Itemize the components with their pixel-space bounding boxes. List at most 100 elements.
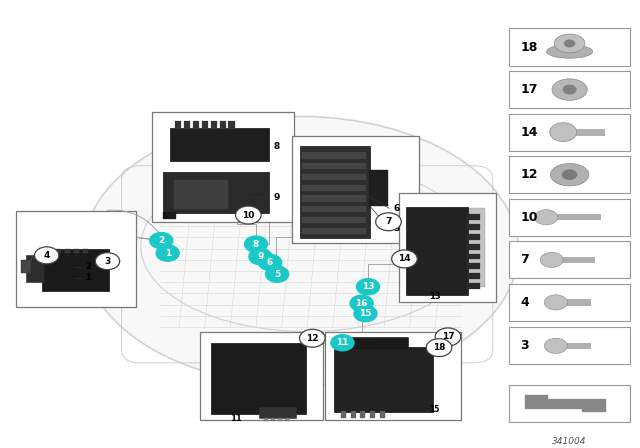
Circle shape bbox=[350, 295, 373, 311]
Circle shape bbox=[300, 329, 325, 347]
FancyBboxPatch shape bbox=[300, 146, 370, 238]
Text: 11: 11 bbox=[336, 338, 349, 347]
Text: 3: 3 bbox=[104, 257, 111, 266]
FancyBboxPatch shape bbox=[211, 343, 306, 414]
Circle shape bbox=[95, 253, 120, 270]
Text: 11: 11 bbox=[230, 414, 242, 423]
FancyBboxPatch shape bbox=[152, 112, 294, 222]
FancyBboxPatch shape bbox=[163, 212, 176, 219]
Text: 7: 7 bbox=[520, 253, 529, 267]
FancyBboxPatch shape bbox=[360, 411, 365, 418]
Ellipse shape bbox=[545, 338, 568, 353]
Text: 7: 7 bbox=[385, 217, 392, 226]
FancyBboxPatch shape bbox=[302, 185, 366, 191]
FancyBboxPatch shape bbox=[47, 249, 52, 253]
Ellipse shape bbox=[83, 116, 518, 385]
FancyBboxPatch shape bbox=[325, 332, 461, 420]
Ellipse shape bbox=[545, 295, 568, 310]
Circle shape bbox=[266, 266, 289, 282]
FancyBboxPatch shape bbox=[556, 299, 591, 306]
FancyBboxPatch shape bbox=[228, 121, 235, 129]
Text: 5: 5 bbox=[394, 224, 400, 233]
Circle shape bbox=[150, 233, 173, 249]
FancyBboxPatch shape bbox=[278, 418, 282, 421]
Text: 9: 9 bbox=[257, 252, 264, 261]
Text: 10: 10 bbox=[520, 211, 538, 224]
FancyBboxPatch shape bbox=[302, 217, 366, 223]
FancyBboxPatch shape bbox=[56, 249, 61, 253]
FancyBboxPatch shape bbox=[220, 121, 226, 129]
Text: 16: 16 bbox=[355, 299, 368, 308]
Text: 12: 12 bbox=[306, 334, 319, 343]
Text: 14: 14 bbox=[520, 125, 538, 139]
FancyBboxPatch shape bbox=[509, 114, 630, 151]
FancyBboxPatch shape bbox=[556, 343, 591, 349]
Ellipse shape bbox=[535, 210, 558, 225]
Circle shape bbox=[356, 279, 380, 295]
FancyBboxPatch shape bbox=[467, 244, 480, 250]
FancyBboxPatch shape bbox=[467, 234, 480, 240]
FancyBboxPatch shape bbox=[552, 257, 595, 263]
Text: 15: 15 bbox=[429, 405, 439, 414]
FancyBboxPatch shape bbox=[334, 347, 433, 412]
FancyBboxPatch shape bbox=[302, 195, 366, 202]
FancyBboxPatch shape bbox=[175, 121, 181, 129]
FancyBboxPatch shape bbox=[341, 411, 346, 418]
Text: 8: 8 bbox=[253, 240, 259, 249]
FancyBboxPatch shape bbox=[302, 228, 366, 234]
Circle shape bbox=[236, 206, 261, 224]
FancyBboxPatch shape bbox=[509, 156, 630, 194]
FancyBboxPatch shape bbox=[170, 128, 269, 161]
FancyBboxPatch shape bbox=[509, 384, 630, 422]
Text: 1: 1 bbox=[85, 273, 92, 282]
Circle shape bbox=[35, 247, 59, 264]
FancyBboxPatch shape bbox=[399, 193, 496, 302]
Text: 341004: 341004 bbox=[552, 437, 587, 446]
FancyBboxPatch shape bbox=[302, 174, 366, 180]
Circle shape bbox=[331, 335, 354, 351]
FancyBboxPatch shape bbox=[211, 121, 217, 129]
Text: 13: 13 bbox=[362, 282, 374, 291]
FancyBboxPatch shape bbox=[509, 71, 630, 108]
Polygon shape bbox=[525, 395, 605, 411]
FancyBboxPatch shape bbox=[244, 212, 257, 219]
FancyBboxPatch shape bbox=[193, 121, 199, 129]
Ellipse shape bbox=[564, 39, 575, 47]
Ellipse shape bbox=[540, 252, 563, 267]
FancyBboxPatch shape bbox=[65, 249, 70, 253]
FancyBboxPatch shape bbox=[42, 249, 109, 291]
FancyBboxPatch shape bbox=[509, 199, 630, 236]
FancyBboxPatch shape bbox=[563, 129, 605, 136]
Text: 15: 15 bbox=[359, 309, 372, 318]
Text: 2: 2 bbox=[85, 262, 92, 271]
FancyBboxPatch shape bbox=[467, 273, 480, 279]
Text: 8: 8 bbox=[273, 142, 280, 151]
Circle shape bbox=[259, 254, 282, 271]
Text: 4: 4 bbox=[520, 296, 529, 309]
Text: 5: 5 bbox=[274, 270, 280, 279]
FancyBboxPatch shape bbox=[285, 418, 289, 421]
FancyBboxPatch shape bbox=[264, 418, 268, 421]
Text: 14: 14 bbox=[398, 254, 411, 263]
FancyBboxPatch shape bbox=[271, 418, 275, 421]
FancyBboxPatch shape bbox=[509, 284, 630, 321]
Ellipse shape bbox=[550, 123, 577, 142]
Ellipse shape bbox=[563, 85, 577, 95]
Text: 1: 1 bbox=[164, 249, 171, 258]
FancyBboxPatch shape bbox=[302, 163, 366, 169]
FancyBboxPatch shape bbox=[448, 208, 485, 287]
FancyBboxPatch shape bbox=[74, 249, 79, 253]
Text: 4: 4 bbox=[44, 251, 50, 260]
Circle shape bbox=[156, 245, 179, 261]
FancyBboxPatch shape bbox=[509, 327, 630, 365]
Circle shape bbox=[244, 236, 268, 252]
FancyBboxPatch shape bbox=[302, 206, 366, 212]
FancyBboxPatch shape bbox=[406, 207, 468, 295]
Ellipse shape bbox=[552, 79, 588, 100]
FancyBboxPatch shape bbox=[370, 411, 375, 418]
Circle shape bbox=[392, 250, 417, 268]
Text: 17: 17 bbox=[520, 83, 538, 96]
FancyBboxPatch shape bbox=[509, 241, 630, 278]
FancyBboxPatch shape bbox=[16, 211, 136, 307]
Text: 6: 6 bbox=[394, 204, 400, 213]
